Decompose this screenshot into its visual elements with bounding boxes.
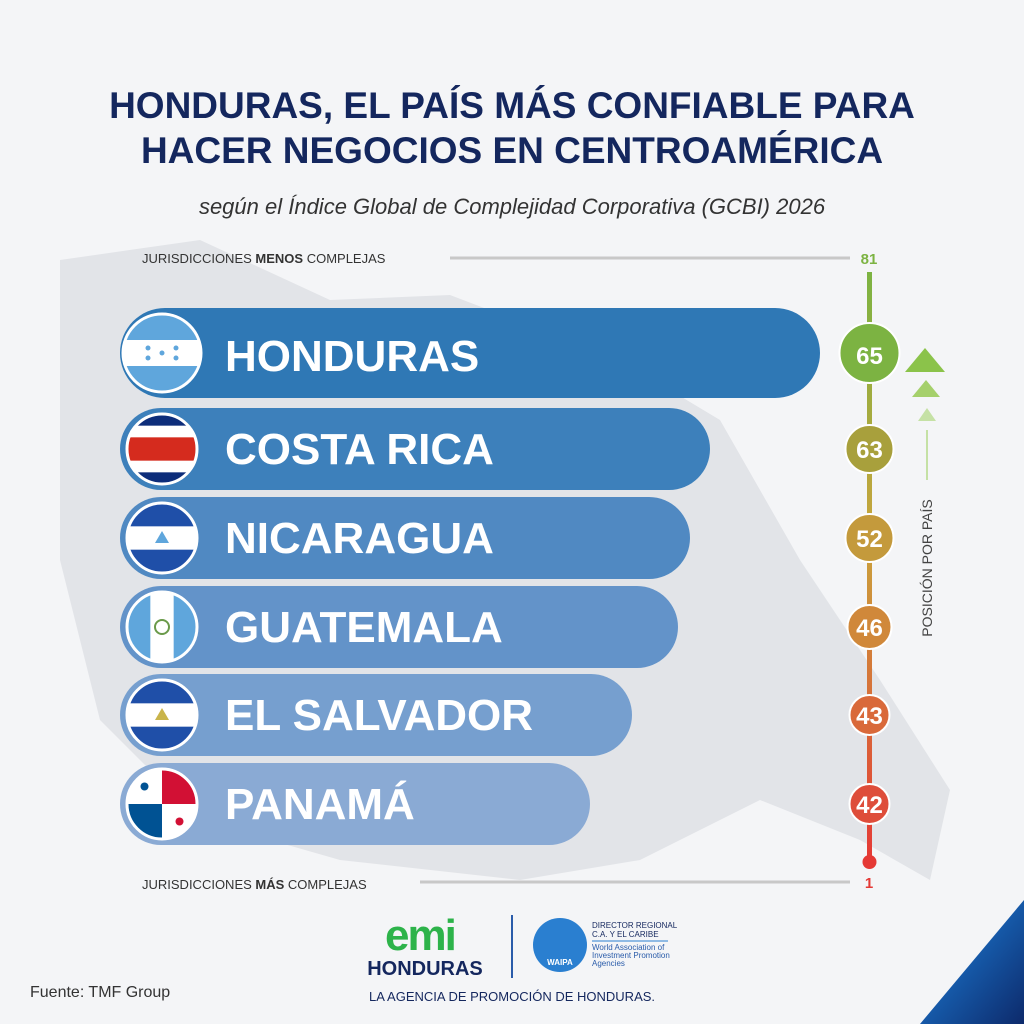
position-value: 52 (856, 526, 883, 553)
flag (127, 414, 197, 484)
flag-ring (121, 312, 203, 394)
country-name: EL SALVADOR (225, 691, 533, 740)
flag-star (140, 782, 149, 791)
flag-ring (125, 412, 199, 486)
position-badge (846, 604, 893, 650)
waipa-globe (533, 918, 587, 972)
country-row: HONDURAS 65 (120, 308, 901, 398)
country-name: PANAMÁ (225, 779, 415, 829)
source: Fuente: TMF Group (30, 984, 170, 1001)
country-row: PANAMÁ 42 (120, 763, 891, 845)
logo-mark: emi (385, 911, 455, 960)
logo-name: HONDURAS (367, 958, 483, 980)
flag-emblem (154, 619, 170, 635)
scale-top-value: 81 (861, 251, 878, 268)
scale-bottom-value: 1 (865, 875, 873, 892)
position-value: 63 (856, 437, 883, 464)
subtitle: según el Índice Global de Complejidad Co… (199, 194, 826, 219)
scale-label: JURISDICCIONES MENOS COMPLEJAS (142, 251, 386, 266)
flag (123, 314, 201, 392)
text: MÁS (255, 877, 284, 892)
flag-star (175, 817, 184, 826)
country-row: COSTA RICA 63 (120, 408, 895, 490)
country-bar (120, 408, 710, 490)
flag-star (173, 345, 179, 351)
position-value: 65 (856, 343, 883, 370)
position-value: 42 (856, 792, 883, 819)
flag-star (145, 345, 151, 351)
corner-accent (920, 900, 1024, 1024)
country-bar (120, 497, 690, 579)
arrow (912, 380, 940, 397)
waipa-desc: Investment Promotion (592, 951, 670, 960)
arrow (918, 408, 936, 421)
country-list: HONDURAS 65 COSTA RICA 63 NICARAGUA 52 GUATEMA… (120, 308, 901, 845)
flag-star (159, 350, 165, 356)
country-name: COSTA RICA (225, 425, 494, 474)
text: COMPLEJAS (303, 251, 386, 266)
country-row: NICARAGUA 52 (120, 497, 895, 579)
flag-emblem (155, 708, 169, 720)
tagline: LA AGENCIA DE PROMOCIÓN DE HONDURAS. (369, 989, 655, 1004)
waipa-title: C.A. Y EL CARIBE (592, 930, 659, 939)
country-name: NICARAGUA (225, 514, 494, 563)
country-bar (120, 674, 632, 756)
position-badge (848, 783, 891, 825)
country-row: EL SALVADOR 43 (120, 674, 891, 756)
country-name: GUATEMALA (225, 603, 503, 652)
flag-emblem (155, 531, 169, 543)
axis-label: POSICIÓN POR PAÍS (919, 499, 935, 636)
flag-ring (125, 590, 199, 664)
waipa-desc: World Association of (592, 943, 665, 952)
country-bar (120, 308, 820, 398)
scale-label: JURISDICCIONES MÁS COMPLEJAS (142, 877, 367, 892)
flag-band (127, 437, 197, 461)
flag (127, 680, 197, 750)
flag-star (173, 355, 179, 361)
position-badge (838, 322, 901, 384)
axis-line (867, 272, 872, 862)
arrow (905, 348, 945, 372)
position-value: 46 (856, 615, 883, 642)
flag (127, 503, 197, 573)
position-badge (844, 513, 895, 563)
position-badge (848, 694, 891, 736)
title: HACER NEGOCIOS EN CENTROAMÉRICA (141, 130, 883, 171)
flag-ring (125, 501, 199, 575)
country-bar (120, 586, 678, 668)
title: HONDURAS, EL PAÍS MÁS CONFIABLE PARA (109, 85, 915, 126)
country-row: GUATEMALA 46 (120, 586, 893, 668)
waipa-title: DIRECTOR REGIONAL (592, 921, 678, 930)
flag-ring (125, 767, 199, 841)
flag-star (145, 355, 151, 361)
country-name: HONDURAS (225, 332, 479, 381)
position-value: 43 (856, 703, 883, 730)
text: COMPLEJAS (284, 877, 367, 892)
position-badge (844, 424, 895, 474)
waipa-name: WAIPA (547, 958, 573, 967)
flag-ring (125, 678, 199, 752)
axis-end (862, 855, 877, 869)
text: JURISDICCIONES (142, 251, 255, 266)
country-bar (120, 763, 590, 845)
text: JURISDICCIONES (142, 877, 255, 892)
text: MENOS (255, 251, 303, 266)
waipa-desc: Agencies (592, 959, 625, 968)
